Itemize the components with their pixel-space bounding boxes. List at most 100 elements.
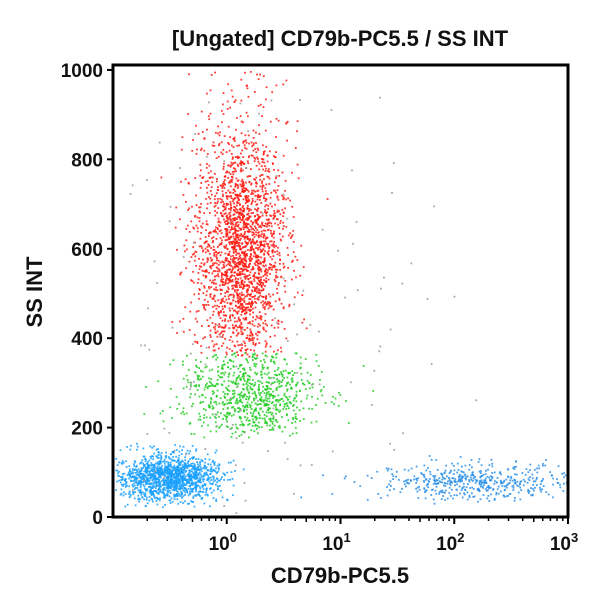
event-point (201, 460, 204, 463)
event-point (287, 254, 289, 256)
event-point (279, 213, 282, 216)
event-point (182, 410, 184, 413)
event-point (308, 387, 311, 390)
event-point (241, 178, 244, 181)
event-point (220, 412, 222, 415)
event-point (370, 477, 373, 479)
event-point (237, 401, 240, 404)
event-point (221, 366, 224, 368)
event-point (135, 477, 138, 480)
event-point (218, 134, 221, 137)
event-point (195, 484, 198, 487)
event-point (475, 480, 478, 483)
event-point (170, 487, 172, 490)
event-point (180, 271, 183, 274)
event-point (200, 169, 202, 172)
event-point (231, 279, 234, 281)
event-point (276, 368, 279, 371)
event-point (229, 214, 232, 217)
event-point (206, 92, 208, 95)
event-point (201, 394, 203, 396)
event-point (441, 474, 443, 476)
event-point (234, 156, 237, 159)
event-point (359, 485, 362, 487)
event-point (247, 218, 250, 221)
event-point (224, 356, 227, 358)
event-point (159, 412, 162, 415)
event-point (274, 419, 277, 422)
event-point (245, 404, 247, 407)
event-point (239, 296, 241, 298)
event-point (463, 474, 466, 477)
event-point (229, 302, 232, 305)
event-point (144, 480, 147, 483)
event-point (143, 485, 146, 488)
event-point (395, 475, 397, 478)
event-point (248, 284, 250, 287)
event-point (201, 226, 204, 229)
event-point (225, 215, 228, 218)
event-point (121, 473, 124, 475)
event-point (255, 234, 258, 236)
event-point (233, 395, 236, 398)
event-point (234, 248, 236, 251)
event-point (216, 324, 219, 327)
event-point (292, 259, 294, 262)
event-point (192, 483, 195, 486)
event-point (190, 433, 193, 435)
event-point (261, 115, 263, 117)
event-point (264, 222, 267, 225)
event-point (225, 227, 228, 230)
event-point (244, 416, 246, 418)
event-point (205, 467, 207, 470)
event-point (230, 179, 233, 182)
event-point (249, 328, 252, 331)
event-point (258, 284, 261, 286)
event-point (239, 277, 242, 280)
event-point (208, 177, 211, 179)
event-point (160, 472, 163, 475)
event-point (233, 317, 236, 319)
event-point (222, 209, 225, 212)
event-point (217, 383, 219, 386)
event-point (238, 394, 241, 397)
event-point (240, 391, 243, 394)
event-point (169, 464, 171, 467)
event-point (452, 465, 455, 467)
event-point (142, 481, 145, 483)
event-point (264, 313, 267, 315)
event-point (233, 295, 235, 297)
event-point (232, 233, 234, 235)
event-point (265, 212, 268, 214)
event-point (279, 399, 281, 401)
event-point (246, 275, 249, 277)
event-point (152, 500, 154, 503)
event-point (260, 426, 263, 429)
event-point (151, 486, 154, 488)
event-point (194, 481, 197, 484)
event-point (478, 483, 481, 486)
event-point (179, 167, 181, 169)
event-point (263, 234, 266, 237)
event-point (215, 417, 217, 419)
event-point (224, 337, 226, 340)
event-point (522, 478, 525, 481)
event-point (202, 176, 205, 178)
event-point (268, 429, 271, 431)
event-point (158, 479, 160, 482)
event-point (137, 497, 140, 500)
event-point (425, 469, 428, 472)
event-point (237, 185, 240, 188)
event-point (215, 467, 217, 470)
event-point (202, 491, 205, 493)
event-point (192, 246, 195, 248)
event-point (296, 163, 299, 166)
event-point (206, 249, 209, 251)
event-point (250, 339, 253, 342)
event-point (198, 384, 200, 387)
event-point (373, 369, 376, 372)
event-point (206, 479, 209, 481)
event-point (182, 477, 185, 480)
event-point (270, 382, 273, 385)
event-point (257, 432, 259, 435)
